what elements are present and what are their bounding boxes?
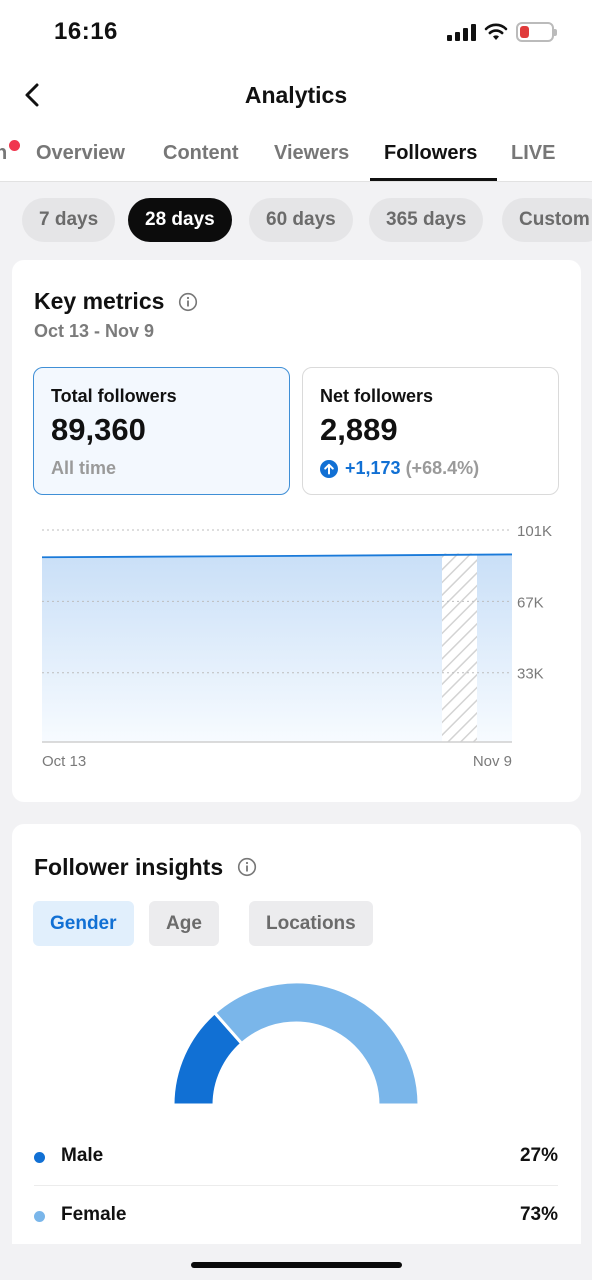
wifi-icon xyxy=(484,23,508,40)
chart-area xyxy=(42,554,512,742)
male-percent: 27% xyxy=(519,1145,558,1166)
date-range-selector: 7 days 28 days 60 days 365 days Custom xyxy=(0,182,592,258)
range-custom[interactable]: Custom xyxy=(502,198,592,242)
x-tick-label: Nov 9 xyxy=(473,753,512,770)
analytics-tabs: n Overview Content Viewers Followers LIV… xyxy=(0,126,592,182)
tab-content[interactable]: Content xyxy=(163,142,239,164)
arrow-up-circle-icon xyxy=(320,459,338,478)
net-change-value: +1,173 xyxy=(345,458,401,478)
insights-tab-locations[interactable]: Locations xyxy=(249,901,373,946)
follower-insights-card: Follower insights Gender Age Locations M… xyxy=(12,824,581,1244)
gender-donut-chart xyxy=(171,980,421,1107)
divider xyxy=(34,1185,558,1186)
battery-icon: 11 xyxy=(516,22,557,42)
tab-followers[interactable]: Followers xyxy=(384,142,478,164)
key-metrics-card: Key metrics Oct 13 - Nov 9 Total followe… xyxy=(12,260,581,802)
x-tick-label: Oct 13 xyxy=(42,753,86,770)
follower-insights-title: Follower insights xyxy=(34,854,224,880)
info-icon[interactable] xyxy=(237,857,257,877)
tab-overview[interactable]: Overview xyxy=(36,142,125,164)
tab-live[interactable]: LIVE xyxy=(511,142,556,164)
date-range-label: Oct 13 - Nov 9 xyxy=(34,321,155,341)
female-label: Female xyxy=(61,1204,127,1225)
pending-data-region xyxy=(442,553,477,742)
range-365-days[interactable]: 365 days xyxy=(369,198,484,242)
notification-dot xyxy=(9,140,20,151)
tab-viewers[interactable]: Viewers xyxy=(274,142,350,164)
y-tick-label: 33K xyxy=(517,666,544,683)
key-metrics-title: Key metrics xyxy=(34,288,165,314)
total-followers-label: Total followers xyxy=(51,386,177,406)
range-7-days[interactable]: 7 days xyxy=(22,198,116,242)
male-color-dot xyxy=(34,1152,45,1163)
total-followers-card[interactable]: Total followers 89,360 All time xyxy=(33,367,290,495)
female-percent: 73% xyxy=(519,1204,558,1225)
female-color-dot xyxy=(34,1211,45,1222)
tab-partial[interactable]: n xyxy=(0,142,7,165)
total-followers-period: All time xyxy=(51,458,117,478)
active-tab-indicator xyxy=(370,178,497,181)
app-header: Analytics xyxy=(0,66,592,126)
signal-icon xyxy=(447,23,476,41)
back-arrow-icon[interactable] xyxy=(18,80,48,110)
net-followers-change: +1,173 (+68.4%) xyxy=(320,458,479,479)
battery-level: 11 xyxy=(528,24,542,39)
male-label: Male xyxy=(61,1145,104,1166)
donut-slice-female xyxy=(212,980,421,1107)
total-followers-value: 89,360 xyxy=(51,412,146,447)
y-tick-label: 67K xyxy=(517,594,544,611)
net-followers-value: 2,889 xyxy=(320,412,398,447)
y-tick-label: 101K xyxy=(517,523,552,540)
status-icons: 11 xyxy=(447,22,557,42)
range-28-days[interactable]: 28 days xyxy=(128,198,232,242)
status-time: 16:16 xyxy=(54,18,118,45)
insights-tab-gender[interactable]: Gender xyxy=(33,901,134,946)
page-title: Analytics xyxy=(244,82,348,108)
insights-tab-age[interactable]: Age xyxy=(149,901,219,946)
net-followers-card[interactable]: Net followers 2,889 +1,173 (+68.4%) xyxy=(302,367,559,495)
series-line-followers xyxy=(41,553,513,559)
home-indicator[interactable] xyxy=(191,1262,402,1268)
legend-row-female: Female 73% xyxy=(34,1195,558,1235)
range-60-days[interactable]: 60 days xyxy=(249,198,353,242)
followers-chart[interactable]: 101K 67K 33K Oct 13 Nov 9 xyxy=(12,515,581,785)
net-change-percent: (+68.4%) xyxy=(405,458,480,478)
legend-row-male: Male 27% xyxy=(34,1136,558,1176)
status-bar: 16:16 11 xyxy=(0,0,592,66)
info-icon[interactable] xyxy=(178,292,198,312)
net-followers-label: Net followers xyxy=(320,386,434,406)
